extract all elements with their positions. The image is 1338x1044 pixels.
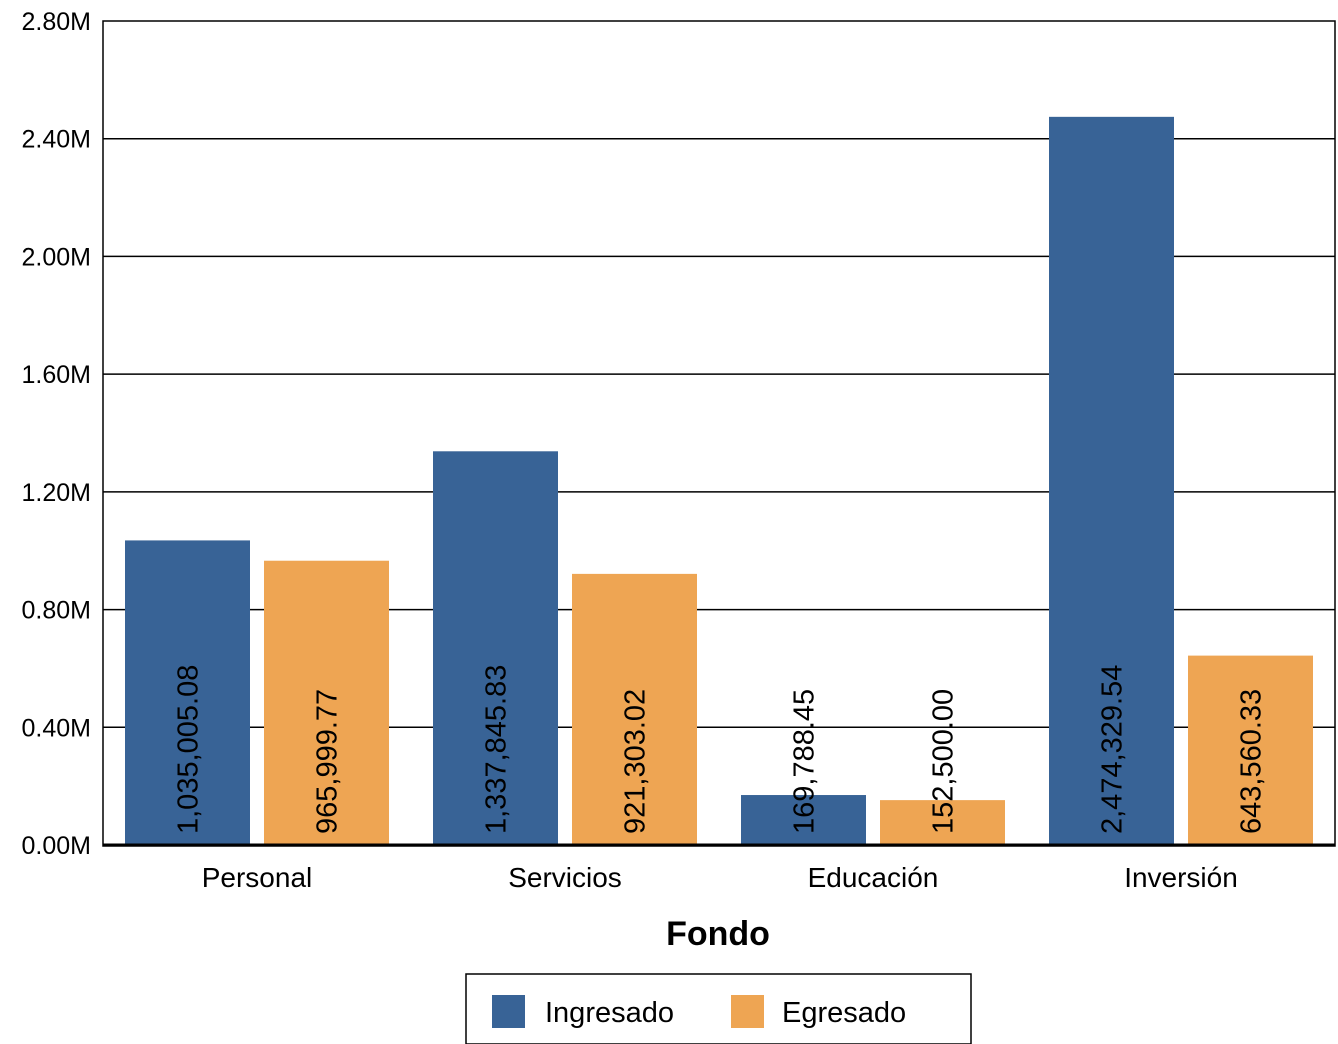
- y-tick-label: 2.00M: [22, 243, 91, 271]
- bar-ingresado-personal: [125, 540, 250, 845]
- bar-egresado-inversion: [1188, 655, 1313, 845]
- x-category-label: Inversión: [1124, 862, 1238, 893]
- data-label-egresado-inversion: 643,560.33: [1236, 689, 1268, 834]
- bar-ingresado-educacion: [741, 795, 866, 845]
- y-tick-label: 1.20M: [22, 479, 91, 507]
- x-category-label: Educación: [808, 862, 939, 893]
- legend: Ingresado Egresado: [465, 973, 972, 1044]
- data-label-egresado-personal: 965,999.77: [312, 689, 344, 834]
- legend-swatch-ingresado: [492, 995, 525, 1028]
- x-category-label: Personal: [202, 862, 313, 893]
- data-label-egresado-educacion: 152,500.00: [928, 689, 960, 834]
- y-axis-ticks: 0.00M 0.40M 0.80M 1.20M 1.60M 2.00M 2.40M 2.80M: [22, 8, 91, 860]
- y-tick-label: 2.40M: [22, 126, 91, 154]
- data-label-ingresado-servicios: 1,337,845.83: [481, 665, 513, 834]
- y-tick-label: 0.00M: [22, 832, 91, 860]
- bar-egresado-educacion: [880, 800, 1005, 845]
- legend-label-egresado: Egresado: [782, 997, 906, 1029]
- bar-egresado-personal: [264, 560, 389, 845]
- data-label-ingresado-inversion: 2,474,329.54: [1097, 665, 1129, 834]
- y-tick-label: 0.40M: [22, 714, 91, 742]
- legend-label-ingresado: Ingresado: [545, 997, 674, 1029]
- legend-frame: [465, 973, 972, 1044]
- data-labels: 1,035,005.08 965,999.77 1,337,845.83 921,30…: [173, 665, 1268, 834]
- y-tick-label: 2.80M: [22, 8, 91, 36]
- legend-swatch-egresado: [731, 995, 764, 1028]
- data-label-ingresado-educacion: 169,788.45: [789, 689, 821, 834]
- y-tick-label: 1.60M: [22, 361, 91, 389]
- x-category-label: Servicios: [508, 862, 622, 893]
- data-label-ingresado-personal: 1,035,005.08: [173, 665, 205, 834]
- bars: [125, 116, 1313, 846]
- bar-egresado-servicios: [572, 573, 697, 845]
- x-axis-categories: Personal Servicios Educación Inversión: [202, 862, 1238, 893]
- bar-ingresado-inversion: [1049, 116, 1174, 846]
- data-label-egresado-servicios: 921,303.02: [620, 689, 652, 834]
- x-axis-title: Fondo: [666, 915, 770, 953]
- y-tick-label: 0.80M: [22, 597, 91, 625]
- bar-ingresado-servicios: [433, 451, 558, 845]
